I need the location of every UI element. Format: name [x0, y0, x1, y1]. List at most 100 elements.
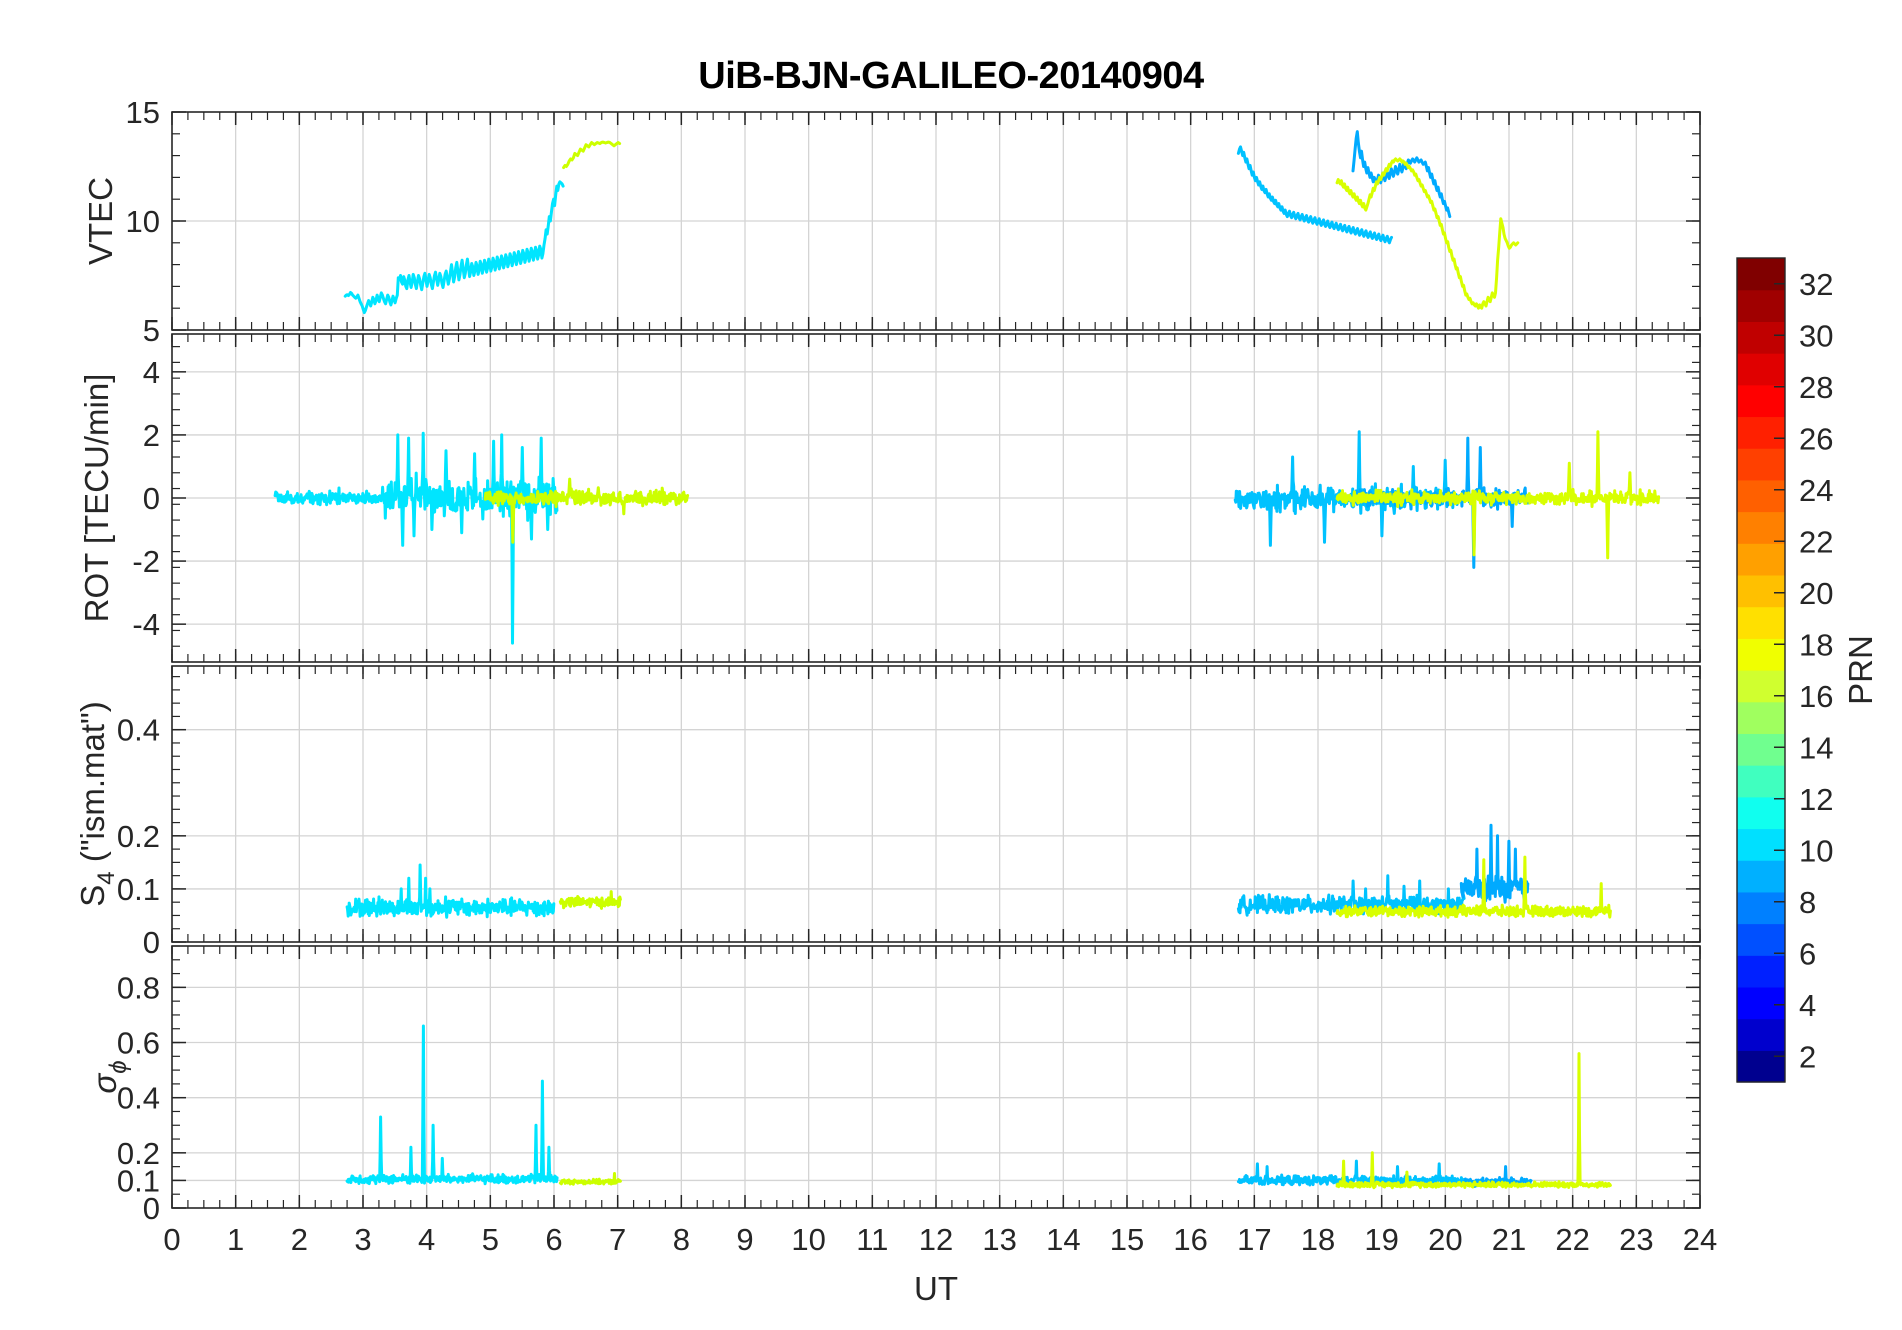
colorbar-band — [1737, 258, 1785, 291]
colorbar-tick-label: 22 — [1799, 524, 1833, 559]
ytick-label: 0 — [143, 925, 160, 960]
xtick-label: 7 — [609, 1222, 626, 1257]
colorbar-tick-label: 12 — [1799, 782, 1833, 817]
ytick-label: 4 — [143, 355, 160, 390]
colorbar-band — [1737, 733, 1785, 766]
colorbar-band — [1737, 670, 1785, 703]
colorbar-tick-label: 8 — [1799, 885, 1816, 920]
phi-subscript: ϕ — [105, 1060, 132, 1073]
ytick-label: 0 — [143, 1191, 160, 1226]
colorbar-band — [1737, 543, 1785, 576]
xtick-label: 23 — [1619, 1222, 1653, 1257]
data-trace — [380, 431, 559, 645]
colorbar-tick-label: 32 — [1799, 267, 1833, 302]
colorbar-band — [1737, 986, 1785, 1020]
data-trace — [345, 1024, 559, 1186]
colorbar-band — [1737, 1050, 1785, 1083]
ytick-label: 0 — [143, 481, 160, 516]
ytick-label: -4 — [132, 607, 160, 642]
data-trace — [1335, 430, 1661, 560]
data-trace — [1351, 130, 1452, 219]
traces-s4 — [345, 823, 1612, 919]
xtick-label: 21 — [1492, 1222, 1526, 1257]
ytick-label: 2 — [143, 418, 160, 453]
panel-vtec: 5 10 15 — [126, 95, 1701, 348]
sigma-glyph: σ — [86, 1073, 123, 1094]
xtick-label: 22 — [1555, 1222, 1589, 1257]
colorbar-band — [1737, 606, 1785, 639]
xtick-label: 3 — [354, 1222, 371, 1257]
xtick-label: 14 — [1046, 1222, 1080, 1257]
colorbar-tick-label: 10 — [1799, 833, 1833, 868]
traces-vtec — [343, 130, 1520, 315]
colorbar-band — [1737, 384, 1785, 418]
xtick-label: 24 — [1683, 1222, 1717, 1257]
ytick-label: 5 — [143, 313, 160, 348]
data-trace — [1335, 855, 1612, 919]
colorbar-band — [1737, 796, 1785, 830]
data-trace — [558, 890, 622, 910]
colorbar-band — [1737, 828, 1785, 861]
data-trace — [273, 486, 384, 507]
colorbar-band — [1737, 955, 1785, 988]
axis-label-vtec: VTEC — [82, 177, 119, 265]
xtick-label: 16 — [1173, 1222, 1207, 1257]
xtick-label: 20 — [1428, 1222, 1462, 1257]
colorbar-tick-label: 14 — [1799, 730, 1833, 765]
colorbar-band — [1737, 289, 1785, 322]
ytick-label: 0.4 — [117, 1081, 160, 1116]
xtick-label: 0 — [163, 1222, 180, 1257]
xtick-label: 13 — [982, 1222, 1016, 1257]
colorbar-band — [1737, 321, 1785, 354]
ytick-label: 0.1 — [117, 1163, 160, 1198]
traces-sigphi — [345, 1024, 1612, 1190]
xtick-label: 11 — [856, 1222, 888, 1257]
ytick-label: 0.2 — [117, 1136, 160, 1171]
ytick-label: 0.2 — [117, 819, 160, 854]
xtick-label: 19 — [1364, 1222, 1398, 1257]
colorbar-tick-label: 6 — [1799, 936, 1816, 971]
colorbar-tick-label: 26 — [1799, 421, 1833, 456]
colorbar-band — [1737, 923, 1785, 956]
data-trace — [483, 477, 690, 544]
colorbar-band — [1737, 353, 1785, 386]
data-trace — [343, 180, 565, 315]
xtick-label: 12 — [919, 1222, 953, 1257]
ytick-label: 0.1 — [117, 872, 160, 907]
colorbar-band — [1737, 416, 1785, 449]
colorbar-tick-label: 4 — [1799, 988, 1816, 1023]
panel-rot: -4 -2 0 2 4 — [132, 333, 1701, 663]
colorbar-frame — [1736, 257, 1786, 1083]
data-trace — [558, 1172, 622, 1186]
xtick-label: 4 — [418, 1222, 435, 1257]
s4-base: S — [74, 885, 111, 907]
colorbar-tick-label: 2 — [1799, 1039, 1816, 1074]
xtick-label: 9 — [736, 1222, 753, 1257]
ytick-label: -2 — [132, 544, 160, 579]
ytick-label: 10 — [126, 204, 160, 239]
colorbar-band — [1737, 574, 1785, 608]
axis-label-s4: S4 ("ism.mat") — [74, 701, 120, 906]
xtick-label: 17 — [1237, 1222, 1271, 1257]
data-trace — [1459, 823, 1530, 904]
colorbar-band — [1737, 638, 1785, 671]
ytick-label: 0.8 — [117, 970, 160, 1005]
axis-label-sigma-phi: σϕ — [86, 1060, 132, 1093]
xtick-label: 2 — [291, 1222, 308, 1257]
page-title: UiB-BJN-GALILEO-20140904 — [698, 55, 1204, 97]
data-trace — [1236, 874, 1466, 917]
data-trace — [1236, 145, 1393, 245]
colorbar-label: PRN — [1842, 635, 1879, 705]
data-trace — [1335, 157, 1520, 310]
xtick-label: 5 — [482, 1222, 499, 1257]
colorbar-tick-label: 30 — [1799, 318, 1833, 353]
colorbar-tick-label: 16 — [1799, 679, 1833, 714]
axis-label-ut: UT — [914, 1270, 958, 1307]
data-trace — [562, 140, 622, 170]
colorbar-tick-label: 28 — [1799, 370, 1833, 405]
ytick-label: 0.6 — [117, 1026, 160, 1061]
colorbar-band — [1737, 511, 1785, 544]
xtick-label: 18 — [1301, 1222, 1335, 1257]
data-trace — [1233, 430, 1460, 547]
